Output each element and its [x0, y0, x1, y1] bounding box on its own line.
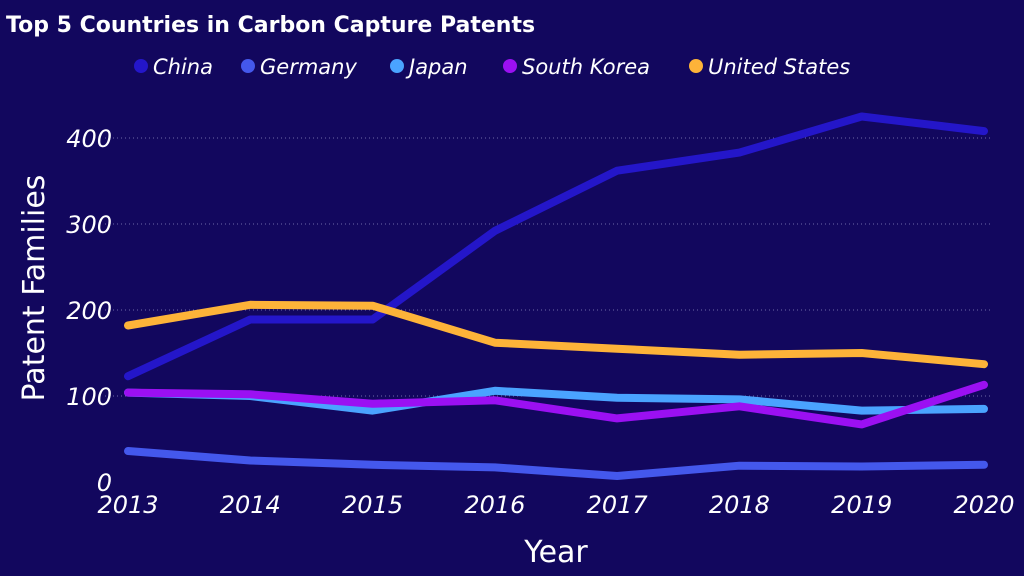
x-tick-label: 2014 — [220, 491, 281, 519]
legend-label-south-korea: South Korea — [522, 55, 650, 79]
legend-label-united-states: United States — [708, 55, 850, 79]
x-tick-label: 2013 — [97, 491, 158, 519]
chart-title: Top 5 Countries in Carbon Capture Patent… — [6, 13, 535, 38]
x-tick-label: 2020 — [953, 491, 1014, 519]
x-tick-label: 2017 — [587, 491, 649, 519]
y-tick-label: 0 — [97, 469, 112, 497]
x-axis-ticks: 2013 2014 2015 2016 2017 2018 2019 2020 — [97, 491, 1014, 519]
legend: China Germany Japan South Korea United State… — [134, 55, 850, 79]
y-axis-ticks: 0 100 200 300 400 — [66, 125, 112, 497]
x-axis-label: Year — [523, 535, 588, 570]
series-line-china — [124, 112, 988, 381]
legend-marker-china — [134, 59, 148, 73]
y-tick-label: 300 — [66, 211, 112, 239]
legend-label-japan: Japan — [405, 55, 468, 79]
x-tick-label: 2015 — [342, 491, 403, 519]
x-tick-label: 2016 — [464, 491, 525, 519]
x-tick-label: 2019 — [831, 491, 892, 519]
legend-label-china: China — [153, 55, 213, 79]
legend-label-germany: Germany — [260, 55, 357, 79]
legend-marker-germany — [241, 59, 255, 73]
gridlines — [105, 137, 990, 397]
series-lines — [124, 112, 988, 480]
y-axis-label: Patent Families — [17, 175, 52, 402]
y-tick-label: 400 — [66, 125, 112, 153]
y-tick-label: 100 — [66, 383, 112, 411]
x-tick-label: 2018 — [709, 491, 770, 519]
series-line-united-states — [124, 300, 988, 369]
series-line-south-korea — [124, 380, 988, 429]
legend-marker-south-korea — [503, 59, 517, 73]
y-tick-label: 200 — [66, 297, 112, 325]
legend-marker-united-states — [689, 59, 703, 73]
legend-marker-japan — [390, 59, 404, 73]
series-line-germany — [124, 447, 988, 480]
